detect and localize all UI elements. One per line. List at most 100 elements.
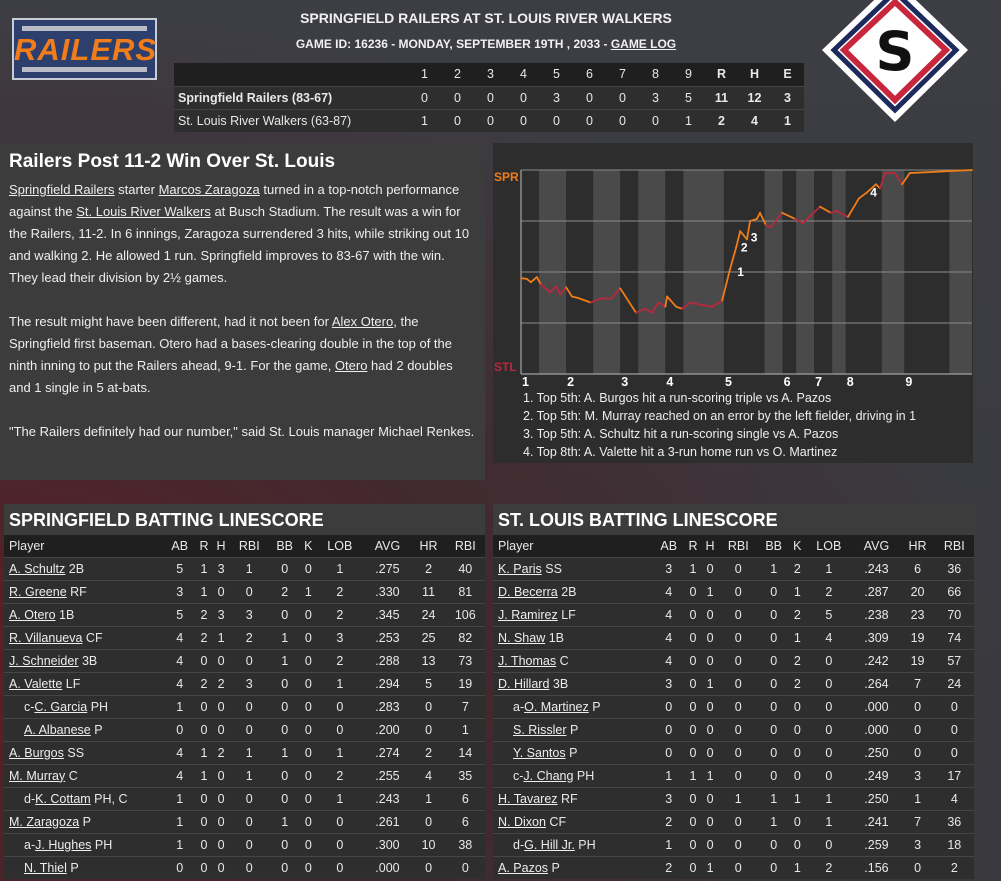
player-link[interactable]: J. Hughes bbox=[35, 837, 92, 852]
stat-cell: 2 bbox=[934, 855, 974, 879]
win-probability-segment bbox=[530, 276, 538, 284]
score-cell: 0 bbox=[606, 108, 639, 132]
player-link[interactable]: N. Shaw bbox=[498, 630, 546, 645]
player-link[interactable]: A. Albanese bbox=[24, 722, 91, 737]
stat-cell: 14 bbox=[445, 740, 485, 764]
stat-cell: 1 bbox=[212, 625, 230, 649]
player-link[interactable]: H. Tavarez bbox=[498, 791, 558, 806]
stat-cell: 1 bbox=[701, 763, 719, 787]
article-link[interactable]: Springfield Railers bbox=[9, 182, 115, 197]
player-cell: A. Valette LF bbox=[4, 671, 164, 695]
stat-cell: 1 bbox=[316, 740, 364, 764]
event-marker: 1 bbox=[737, 265, 744, 279]
stat-cell: 3 bbox=[229, 671, 269, 695]
inning-label: 3 bbox=[621, 375, 628, 388]
stat-cell: 0 bbox=[718, 717, 758, 741]
player-link[interactable]: R. Villanueva bbox=[9, 630, 83, 645]
score-cell: 0 bbox=[474, 108, 507, 132]
player-position: C bbox=[65, 768, 78, 783]
stat-cell: .288 bbox=[363, 648, 412, 672]
stat-cell: 0 bbox=[718, 671, 758, 695]
stat-cell: .000 bbox=[852, 717, 901, 741]
player-link[interactable]: Y. Santos bbox=[513, 745, 566, 760]
player-link[interactable]: J. Thomas bbox=[498, 653, 557, 668]
stat-cell: .259 bbox=[852, 832, 901, 856]
stat-cell: 1 bbox=[805, 809, 853, 833]
stat-cell: 6 bbox=[900, 556, 935, 580]
player-link[interactable]: R. Greene bbox=[9, 584, 67, 599]
win-probability-segment bbox=[866, 183, 877, 194]
stat-cell: 0 bbox=[701, 694, 719, 718]
article-link[interactable]: Alex Otero bbox=[331, 314, 394, 329]
player-link[interactable]: C. Garcia bbox=[34, 699, 88, 714]
score-cell: 3 bbox=[540, 85, 573, 109]
stat-cell: 0 bbox=[268, 832, 301, 856]
stat-cell: 0 bbox=[701, 832, 719, 856]
player-link[interactable]: G. Hill Jr. bbox=[524, 837, 575, 852]
stat-cell: 2 bbox=[653, 809, 685, 833]
player-link[interactable]: S. Rissler bbox=[513, 722, 567, 737]
stat-cell: .255 bbox=[363, 763, 412, 787]
article-link[interactable]: Marcos Zaragoza bbox=[158, 182, 260, 197]
player-link[interactable]: N. Thiel bbox=[24, 860, 67, 875]
stat-cell: 0 bbox=[900, 717, 935, 741]
stat-cell: 0 bbox=[757, 602, 790, 626]
stat-cell: 0 bbox=[684, 648, 702, 672]
stat-cell: 0 bbox=[300, 694, 317, 718]
stat-cell: 4 bbox=[653, 648, 685, 672]
stat-cell: 2 bbox=[316, 763, 364, 787]
column-header: BB bbox=[268, 535, 301, 557]
stat-cell: 0 bbox=[229, 579, 269, 603]
stat-cell: 1 bbox=[164, 786, 196, 810]
stat-cell: 1 bbox=[805, 556, 853, 580]
player-link[interactable]: A. Valette bbox=[9, 676, 63, 691]
stat-cell: 0 bbox=[164, 855, 196, 879]
player-cell: J. Ramirez LF bbox=[493, 602, 653, 626]
stat-cell: 2 bbox=[411, 556, 446, 580]
stat-cell: 0 bbox=[701, 556, 719, 580]
stat-cell: 7 bbox=[900, 809, 935, 833]
section-title: ST. LOUIS BATTING LINESCORE bbox=[493, 504, 974, 535]
player-link[interactable]: N. Dixon bbox=[498, 814, 546, 829]
game-log-link[interactable]: GAME LOG bbox=[610, 37, 677, 51]
stat-cell: 1 bbox=[268, 625, 301, 649]
player-link[interactable]: D. Hillard bbox=[498, 676, 550, 691]
player-cell: A. Schultz 2B bbox=[4, 556, 164, 580]
stat-cell: 3 bbox=[900, 763, 935, 787]
player-row: A. Burgos SS 4 1 2 1 1 0 1.274 2 14 bbox=[4, 740, 485, 764]
stat-cell: 0 bbox=[805, 717, 853, 741]
player-link[interactable]: A. Otero bbox=[9, 607, 56, 622]
stat-cell: 4 bbox=[164, 625, 196, 649]
player-link[interactable]: M. Zaragoza bbox=[9, 814, 80, 829]
player-cell: N. Dixon CF bbox=[493, 809, 653, 833]
article-text: The result might have been different, ha… bbox=[9, 314, 332, 329]
player-link[interactable]: J. Ramirez bbox=[498, 607, 558, 622]
player-row: N. Thiel P 0 0 0 0 0 0 0.000 0 0 bbox=[4, 855, 485, 879]
article-link[interactable]: Otero bbox=[334, 358, 368, 373]
stat-cell: 3 bbox=[653, 671, 685, 695]
article-link[interactable]: St. Louis River Walkers bbox=[76, 204, 211, 219]
player-position: CF bbox=[545, 814, 567, 829]
player-link[interactable]: J. Schneider bbox=[9, 653, 79, 668]
player-link[interactable]: O. Martinez bbox=[524, 699, 589, 714]
player-link[interactable]: M. Murray bbox=[9, 768, 66, 783]
player-position: 1B bbox=[545, 630, 565, 645]
player-link[interactable]: K. Paris bbox=[498, 561, 542, 576]
stat-cell: 0 bbox=[268, 556, 301, 580]
player-link[interactable]: A. Burgos bbox=[9, 745, 64, 760]
inning-label: 5 bbox=[725, 375, 732, 388]
win-probability-segment bbox=[650, 301, 660, 314]
player-link[interactable]: D. Becerra bbox=[498, 584, 558, 599]
stat-cell: 5 bbox=[164, 602, 196, 626]
team-name: St. Louis River Walkers (63-87) bbox=[174, 108, 408, 132]
player-link[interactable]: J. Chang bbox=[523, 768, 574, 783]
player-link[interactable]: K. Cottam bbox=[35, 791, 91, 806]
player-link[interactable]: A. Pazos bbox=[498, 860, 549, 875]
player-link[interactable]: A. Schultz bbox=[9, 561, 66, 576]
stat-cell: 2 bbox=[789, 556, 806, 580]
stat-cell: 1 bbox=[900, 786, 935, 810]
player-cell: H. Tavarez RF bbox=[493, 786, 653, 810]
stat-cell: 1 bbox=[316, 786, 364, 810]
column-header: HR bbox=[411, 535, 446, 557]
win-probability-segment bbox=[666, 295, 678, 308]
